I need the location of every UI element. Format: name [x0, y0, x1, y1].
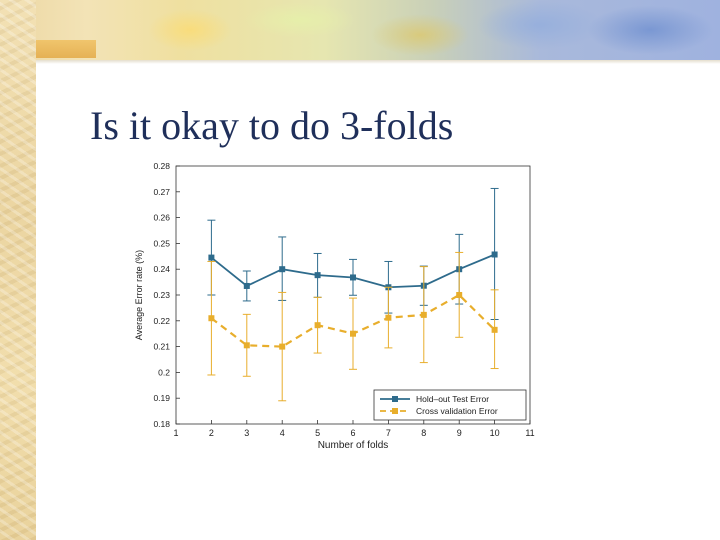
- data-point: [491, 326, 498, 333]
- x-tick-label: 2: [209, 428, 214, 438]
- data-point: [350, 274, 356, 281]
- y-tick-label: 0.22: [153, 316, 170, 326]
- y-tick-label: 0.2: [158, 367, 170, 377]
- x-tick-label: 11: [525, 428, 534, 438]
- slide-title: Is it okay to do 3-folds: [90, 103, 454, 148]
- decorative-accent: [24, 40, 96, 58]
- data-point: [420, 311, 427, 318]
- data-point: [314, 272, 321, 279]
- data-point: [385, 314, 392, 321]
- data-point: [350, 330, 356, 337]
- chart-series: [207, 187, 499, 402]
- x-tick-label: 8: [421, 428, 426, 438]
- y-tick-label: 0.23: [153, 290, 170, 300]
- decorative-banner: [0, 0, 720, 60]
- x-tick-label: 7: [386, 428, 391, 438]
- legend-marker: [392, 408, 398, 414]
- data-point: [243, 342, 250, 349]
- legend-label: Cross validation Error: [416, 406, 498, 416]
- x-tick-label: 1: [173, 428, 178, 438]
- legend-label: Hold–out Test Error: [416, 394, 489, 404]
- y-tick-label: 0.28: [153, 161, 170, 171]
- y-tick-label: 0.25: [153, 238, 170, 248]
- legend-box: [373, 389, 527, 421]
- x-axis-label: Number of folds: [318, 440, 389, 451]
- error-rate-chart: 1 2 3 4 5 6 7 8 9 10 11 0.18 0.19 0.2 0.21 0.22 0.23 0.24…: [134, 161, 535, 451]
- y-tick-label: 0.26: [153, 213, 170, 223]
- y-tick-label: 0.19: [153, 393, 170, 403]
- y-axis-label: Average Error rate (%): [134, 250, 144, 340]
- series-cross-validation-error: [207, 251, 499, 402]
- data-point: [279, 343, 286, 350]
- banner-shadow: [36, 60, 720, 64]
- chart-ticks: 1 2 3 4 5 6 7 8 9 10 11 0.18 0.19 0.2 0.21 0.22 0.23 0.24…: [153, 161, 534, 438]
- decorative-left-strip: [0, 0, 36, 540]
- y-tick-label: 0.21: [153, 342, 170, 352]
- x-tick-label: 6: [350, 428, 355, 438]
- chart-legend: Hold–out Test Error Cross validation Erro…: [373, 389, 527, 421]
- data-point: [314, 322, 321, 329]
- data-point: [279, 266, 286, 273]
- x-tick-label: 4: [280, 428, 285, 438]
- x-tick-label: 10: [490, 428, 500, 438]
- y-tick-label: 0.24: [153, 264, 170, 274]
- data-point: [491, 251, 498, 258]
- y-tick-label: 0.27: [153, 187, 170, 197]
- x-tick-label: 9: [457, 428, 462, 438]
- y-tick-label: 0.18: [153, 419, 170, 429]
- x-tick-label: 5: [315, 428, 320, 438]
- data-point: [208, 315, 215, 322]
- data-point: [208, 254, 215, 261]
- data-point: [243, 282, 250, 289]
- x-tick-label: 3: [244, 428, 249, 438]
- data-point: [456, 292, 463, 298]
- legend-marker: [392, 396, 398, 402]
